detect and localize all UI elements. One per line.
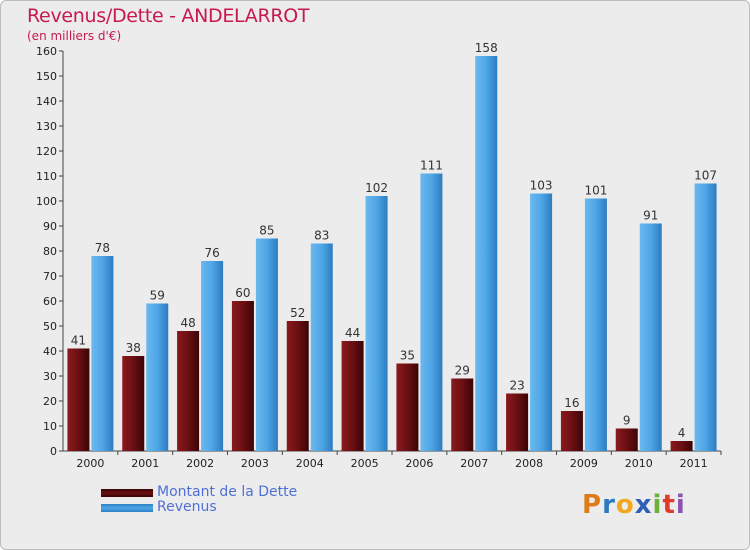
data-label-revenue: 91: [643, 209, 658, 223]
y-tick-label: 50: [43, 320, 57, 333]
data-label-debt: 16: [564, 396, 579, 410]
data-label-revenue: 158: [475, 41, 498, 55]
proxiti-logo: Proxiti: [582, 490, 686, 520]
x-tick-label: 2008: [515, 457, 543, 470]
y-tick-label: 20: [43, 395, 57, 408]
y-tick-label: 160: [36, 45, 57, 58]
bar-debt: [177, 331, 200, 451]
logo-letter: P: [582, 490, 603, 520]
data-label-debt: 35: [400, 349, 415, 363]
data-label-debt: 29: [455, 364, 470, 378]
y-tick-label: 80: [43, 245, 57, 258]
bar-revenue: [694, 183, 717, 451]
legend-label-debt: Montant de la Dette: [157, 484, 298, 500]
y-tick-label: 130: [36, 120, 57, 133]
y-tick-label: 40: [43, 345, 57, 358]
data-label-revenue: 107: [694, 169, 717, 183]
logo-letter: x: [634, 490, 653, 520]
y-tick-label: 30: [43, 370, 57, 383]
bar-revenue: [146, 303, 169, 451]
x-tick-label: 2005: [351, 457, 379, 470]
data-label-revenue: 85: [259, 224, 274, 238]
bar-revenue: [255, 238, 278, 451]
y-tick-label: 10: [43, 420, 57, 433]
bar-revenue: [91, 256, 114, 451]
bar-debt: [451, 378, 474, 451]
data-label-revenue: 76: [204, 246, 219, 260]
logo-letter: r: [602, 490, 616, 520]
chart-title: Revenus/Dette - ANDELARROT: [27, 5, 310, 27]
bar-debt: [506, 393, 529, 451]
legend-label-revenue: Revenus: [157, 499, 217, 515]
x-tick-label: 2002: [186, 457, 214, 470]
bar-debt: [286, 321, 309, 451]
bar-revenue: [365, 196, 388, 451]
logo-letter: o: [615, 490, 635, 520]
y-tick-label: 90: [43, 220, 57, 233]
y-tick-label: 0: [50, 445, 57, 458]
chart-subtitle: (en milliers d'€): [27, 29, 122, 43]
legend-swatch-revenue: [101, 504, 153, 512]
bar-revenue: [475, 56, 498, 451]
y-tick-label: 110: [36, 170, 57, 183]
data-label-debt: 44: [345, 326, 360, 340]
data-label-revenue: 101: [584, 184, 607, 198]
data-label-revenue: 102: [365, 181, 388, 195]
data-label-debt: 48: [180, 316, 195, 330]
bar-debt: [341, 341, 364, 451]
bar-revenue: [201, 261, 224, 451]
bar-debt: [560, 411, 583, 451]
bar-debt: [67, 348, 90, 451]
x-tick-label: 2003: [241, 457, 269, 470]
x-tick-label: 2000: [76, 457, 104, 470]
y-tick-label: 60: [43, 295, 57, 308]
bar-debt: [615, 428, 638, 451]
data-label-revenue: 111: [420, 159, 443, 173]
bar-revenue: [584, 198, 607, 451]
data-label-debt: 9: [623, 414, 631, 428]
bar-revenue: [310, 243, 333, 451]
data-label-revenue: 78: [95, 241, 110, 255]
y-tick-label: 140: [36, 95, 57, 108]
bar-debt: [122, 356, 145, 451]
bar-debt: [396, 363, 419, 451]
data-label-debt: 41: [71, 334, 86, 348]
data-label-debt: 38: [126, 341, 141, 355]
bar-debt: [231, 301, 254, 451]
data-label-debt: 23: [509, 379, 524, 393]
data-label-revenue: 59: [150, 289, 165, 303]
logo-letter: t: [662, 490, 676, 520]
logo-letter: i: [652, 490, 663, 520]
data-label-revenue: 83: [314, 229, 329, 243]
legend-swatch-debt: [101, 489, 153, 497]
x-tick-label: 2007: [460, 457, 488, 470]
y-tick-label: 120: [36, 145, 57, 158]
logo-letter: i: [675, 490, 686, 520]
x-tick-label: 2004: [296, 457, 324, 470]
data-label-revenue: 103: [530, 179, 553, 193]
data-label-debt: 60: [235, 286, 250, 300]
x-tick-label: 2006: [405, 457, 433, 470]
bar-revenue: [530, 193, 553, 451]
y-tick-label: 150: [36, 70, 57, 83]
y-tick-label: 70: [43, 270, 57, 283]
x-tick-label: 2011: [680, 457, 708, 470]
x-tick-label: 2001: [131, 457, 159, 470]
x-tick-label: 2010: [625, 457, 653, 470]
data-label-debt: 52: [290, 306, 305, 320]
bar-debt: [670, 441, 693, 451]
bar-revenue: [420, 173, 443, 451]
x-tick-label: 2009: [570, 457, 598, 470]
data-label-debt: 4: [678, 426, 686, 440]
y-tick-label: 100: [36, 195, 57, 208]
bar-revenue: [639, 223, 662, 451]
